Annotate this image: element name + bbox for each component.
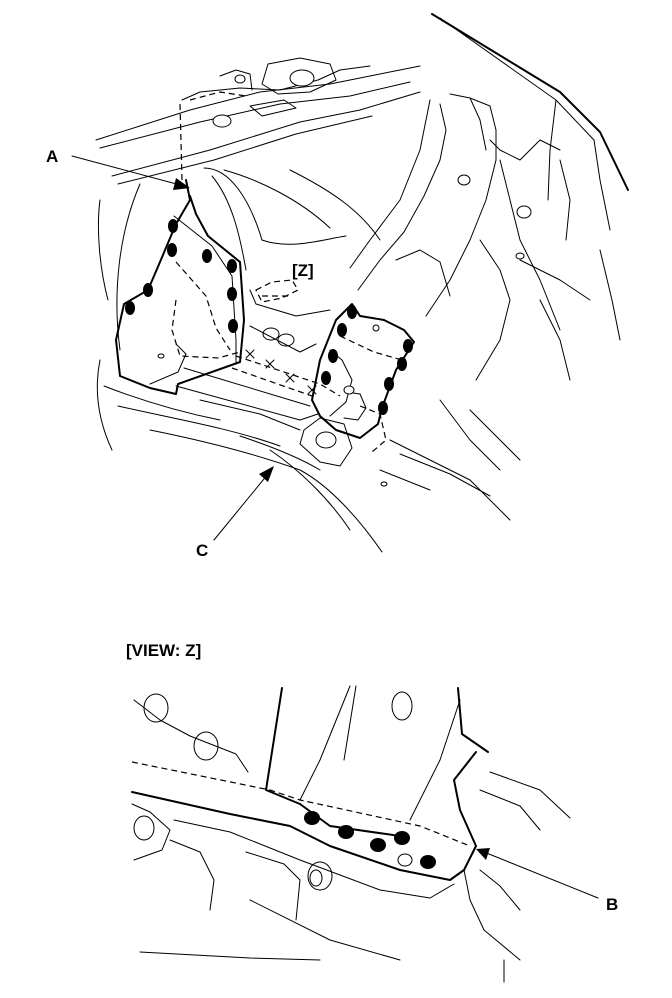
label-c: C xyxy=(196,541,208,560)
detail-view-z: [VIEW: Z] xyxy=(126,641,618,983)
leader-c xyxy=(213,466,274,541)
view-title: [VIEW: Z] xyxy=(126,641,201,660)
panel-a xyxy=(115,179,245,395)
leader-b xyxy=(476,848,599,899)
left-apron xyxy=(96,183,383,553)
main-view: A [Z] C xyxy=(46,13,629,560)
label-a: A xyxy=(46,147,58,166)
body-outline-upper xyxy=(95,13,629,231)
center-panel xyxy=(203,167,381,353)
right-strut xyxy=(349,93,621,381)
lower-right-floor xyxy=(379,399,521,521)
panel-right xyxy=(299,303,415,487)
label-z-marker: [Z] xyxy=(292,261,314,280)
leader-a xyxy=(71,155,190,190)
label-b: B xyxy=(606,895,618,914)
cross-member xyxy=(175,349,341,431)
